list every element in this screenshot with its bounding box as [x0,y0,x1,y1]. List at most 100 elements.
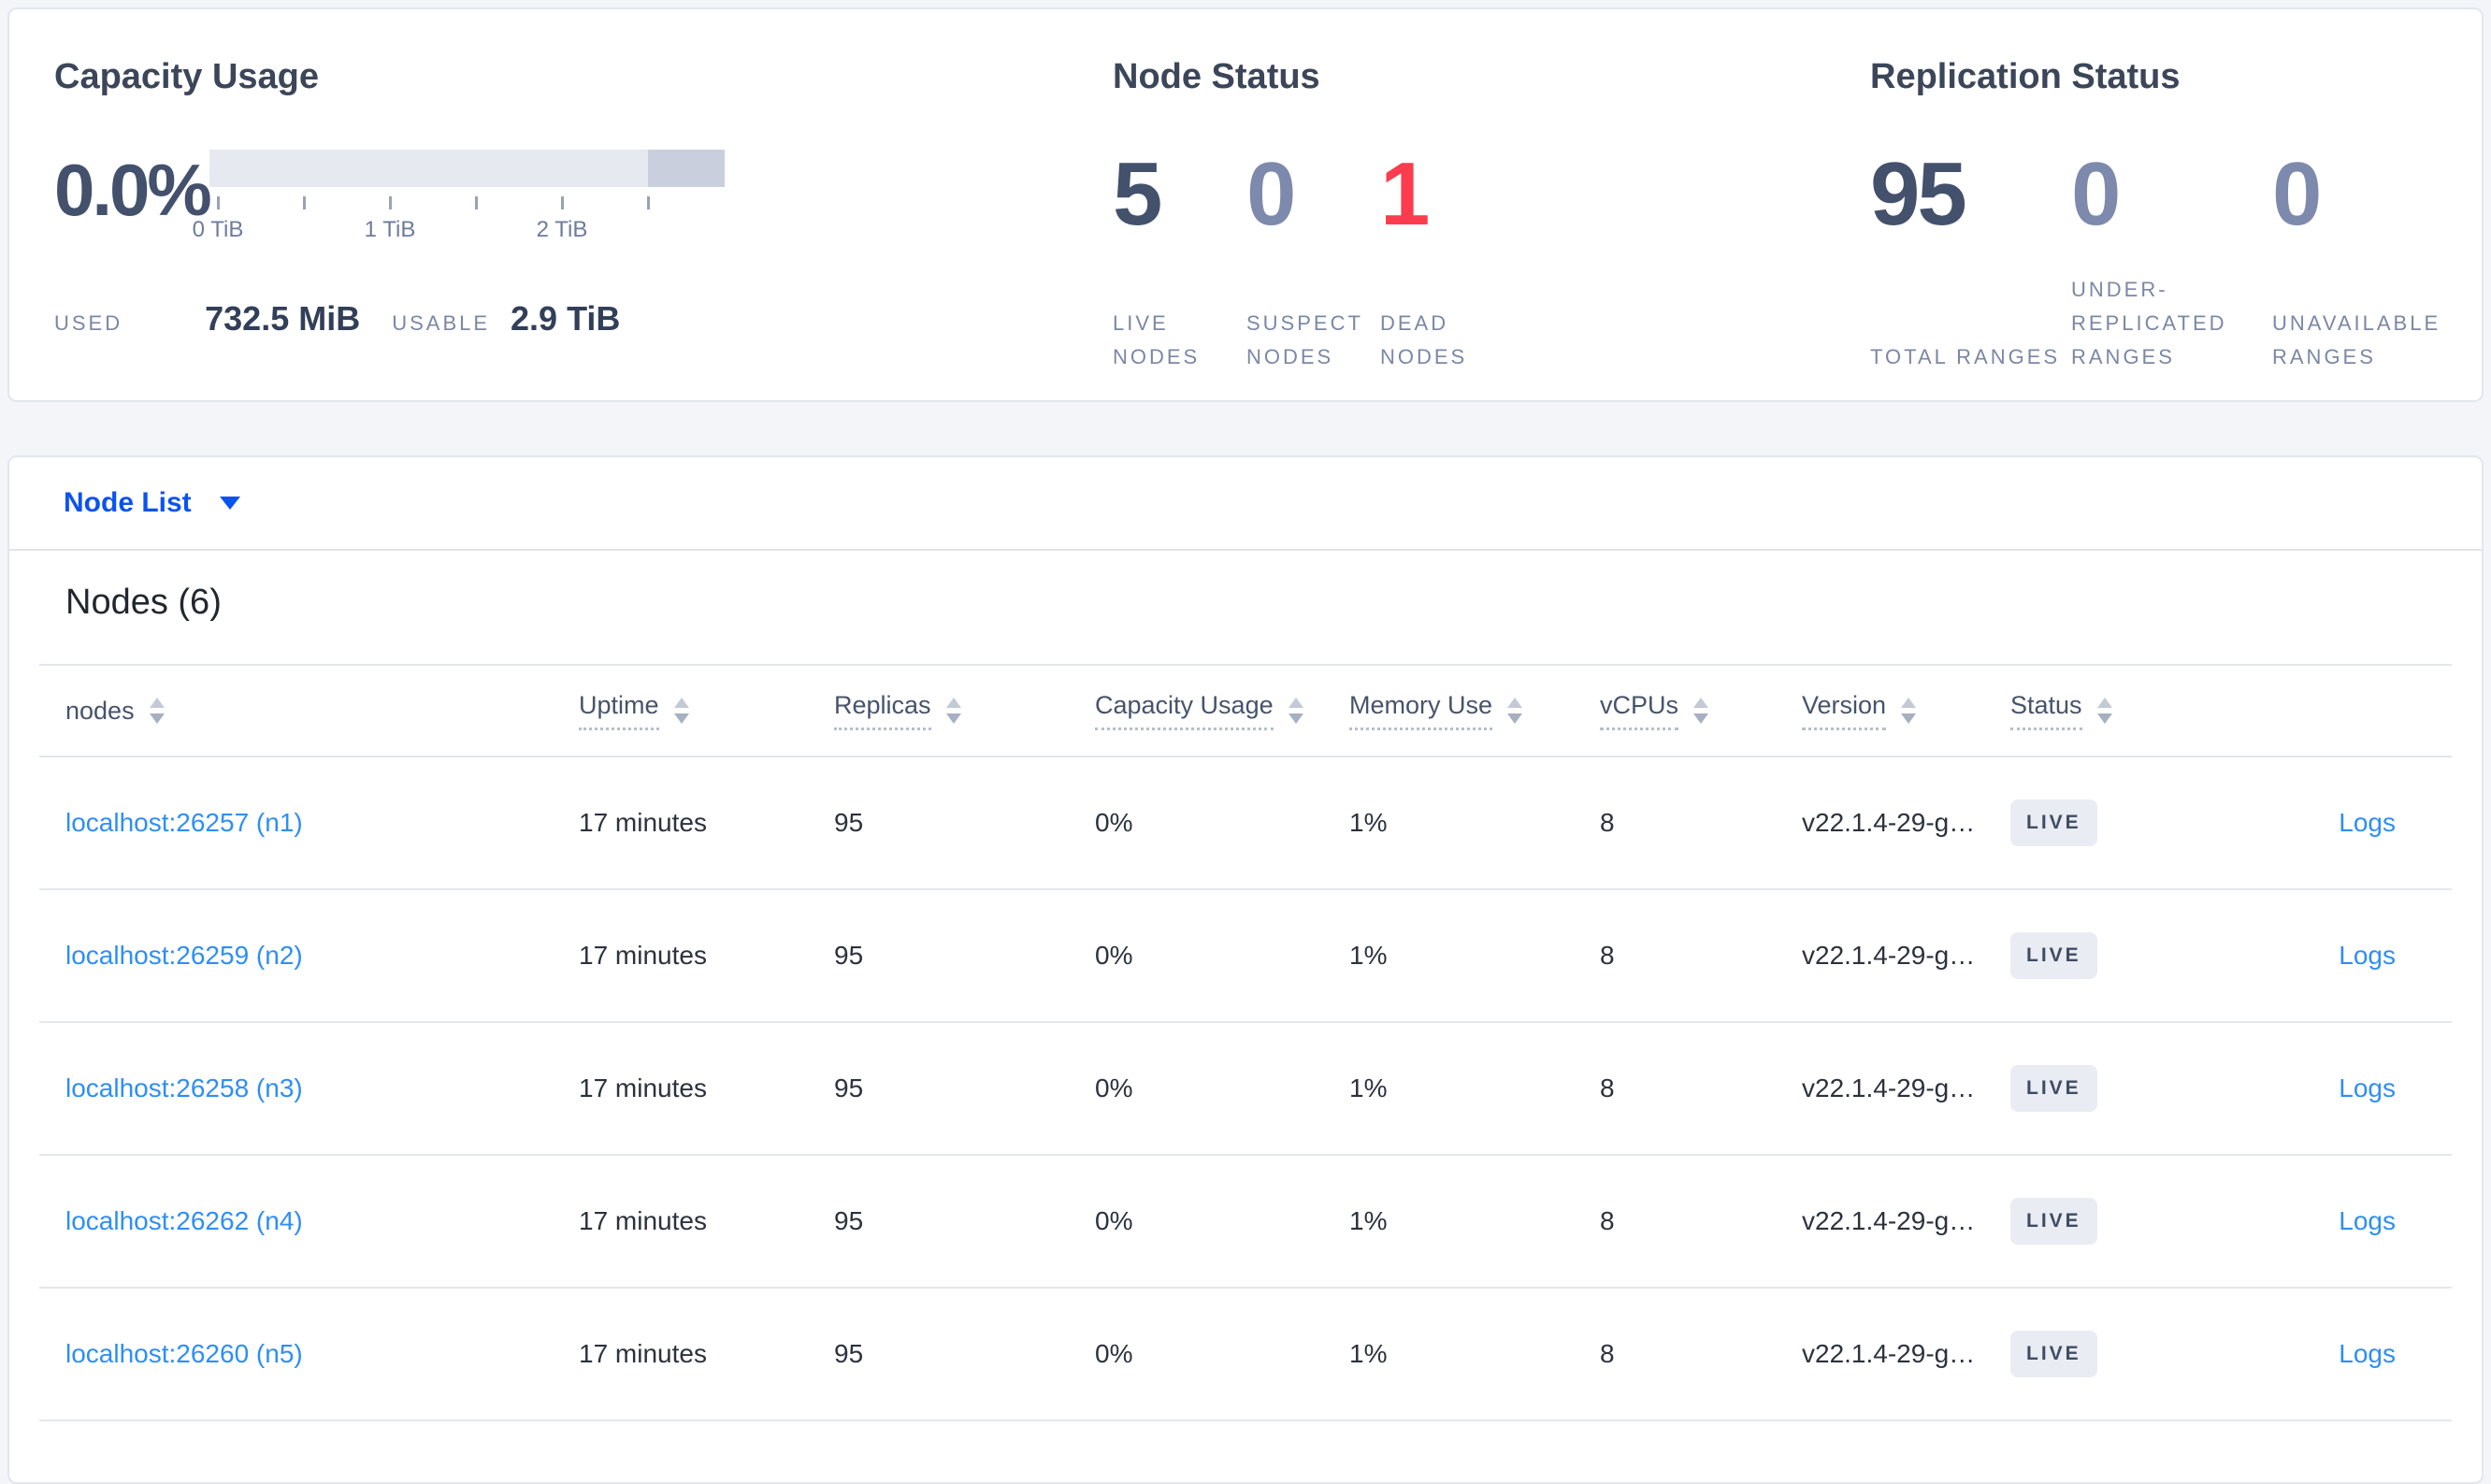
node-link[interactable]: localhost:26258 (n3) [65,1073,303,1102]
capacity-bar-reserved-segment [648,150,725,187]
logs-link[interactable]: Logs [2339,1073,2396,1102]
capacity-usage-cell: 0% [1095,1206,1133,1235]
replication-label: TOTAL RANGES [1870,345,2061,368]
sort-icon [1507,698,1523,724]
replication-value: 0 [2272,144,2322,244]
node-link[interactable]: localhost:26262 (n4) [65,1206,303,1235]
logs-link[interactable]: Logs [2339,808,2396,837]
uptime-cell: 17 minutes [579,941,707,970]
status-badge: LIVE [2010,1331,2097,1377]
vcpus-cell: 8 [1600,1339,1615,1368]
replication-stat: 0 UNDER-REPLICATED RANGES [2071,150,2265,374]
column-header-label: vCPUs [1600,691,1679,730]
vcpus-cell: 8 [1600,1073,1615,1102]
sort-icon [1288,698,1303,724]
axis-tick-label: 2 TiB [536,217,588,242]
column-header-label: Version [1802,691,1887,730]
nodes-table-header: nodes Uptime Replicas Capacity Usage Memory … [39,666,2452,757]
column-header-nodes[interactable]: nodes [39,697,579,726]
sort-icon [1693,698,1709,724]
replication-stat: 0 UNAVAILABLE RANGES [2272,150,2466,374]
node-status-stat: 5 LIVE NODES [1113,150,1246,374]
version-cell: v22.1.4-29-g… [1802,941,1976,970]
node-link[interactable]: localhost:26257 (n1) [65,808,303,837]
replicas-cell: 95 [834,941,864,970]
capacity-usage-cell: 0% [1095,1073,1133,1102]
node-link[interactable]: localhost:26259 (n2) [65,941,303,970]
capacity-usage-chart: 0.0% 0 TiB 1 TiB 2 TiB [54,150,1113,245]
node-status-value: 0 [1246,144,1296,244]
version-cell: v22.1.4-29-g… [1802,1206,1976,1235]
capacity-axis-ticks [209,196,725,209]
logs-link[interactable]: Logs [2339,1206,2396,1235]
node-status-stats: 5 LIVE NODES 0 SUSPECT NODES 1 DEAD NODES [1113,150,1870,374]
capacity-stats: USED 732.5 MiB USABLE 2.9 TiB [54,299,1113,339]
logs-link[interactable]: Logs [2339,941,2396,970]
table-row: localhost:26258 (n3) 17 minutes 95 0% 1% 8 v22… [39,1023,2452,1156]
node-link[interactable]: localhost:26260 (n5) [65,1339,303,1368]
node-status-title: Node Status [1113,57,1320,96]
node-cell: localhost:26262 (n4) [39,1206,579,1236]
column-header-uptime[interactable]: Uptime [579,691,834,730]
sort-icon [1901,698,1917,724]
status-badge: LIVE [2010,1065,2097,1112]
sort-icon [2096,698,2112,724]
capacity-bar-chart: 0 TiB 1 TiB 2 TiB [193,150,725,245]
node-status-label: LIVE NODES [1113,311,1201,368]
capacity-usage-cell: 0% [1095,941,1133,970]
column-header-label: Memory Use [1349,691,1493,730]
node-cell: localhost:26260 (n5) [39,1339,579,1369]
logs-cell: Logs [2246,1339,2452,1369]
node-status-label: SUSPECT NODES [1246,311,1363,368]
node-status-stat: 1 DEAD NODES [1380,150,1514,374]
axis-tick [647,196,650,209]
column-header-version[interactable]: Version [1802,691,2010,730]
status-cell: LIVE [2010,1065,2246,1112]
axis-tick [217,196,220,209]
replication-value: 0 [2071,144,2121,244]
column-header-memory-use[interactable]: Memory Use [1349,691,1600,730]
logs-cell: Logs [2246,808,2452,838]
nodes-section: Nodes (6) nodes Uptime Replicas Capacity Us… [9,583,2482,1421]
node-cell: localhost:26258 (n3) [39,1073,579,1103]
logs-cell: Logs [2246,1206,2452,1236]
used-value: 732.5 MiB [205,299,361,338]
node-status-value: 1 [1380,144,1430,244]
usable-value: 2.9 TiB [511,299,621,338]
column-header-label: Status [2010,691,2082,730]
capacity-used-percent: 0.0% [54,149,212,231]
capacity-usage-cell: 0% [1095,1339,1133,1368]
memory-use-cell: 1% [1349,808,1388,837]
sort-icon [673,698,689,724]
axis-tick [475,196,478,209]
column-header-replicas[interactable]: Replicas [834,691,1095,730]
axis-tick-label: 0 TiB [192,217,244,242]
node-cell: localhost:26257 (n1) [39,808,579,838]
nodes-section-title: Nodes (6) [65,583,222,622]
cluster-summary-card: Capacity Usage 0.0% 0 TiB 1 TiB 2 TiB USED… [7,7,2484,402]
sort-icon [149,698,165,724]
logs-link[interactable]: Logs [2339,1339,2396,1368]
replication-value: 95 [1870,144,1967,244]
status-badge: LIVE [2010,932,2097,979]
version-cell: v22.1.4-29-g… [1802,1339,1976,1368]
replication-status-panel: Replication Status 95 TOTAL RANGES 0 UNDER-… [1870,56,2473,400]
sort-icon [945,698,961,724]
replicas-cell: 95 [834,1339,864,1368]
column-header-capacity-usage[interactable]: Capacity Usage [1095,691,1349,730]
replication-label: UNDER-REPLICATED RANGES [2071,278,2227,368]
status-cell: LIVE [2010,1331,2246,1377]
column-header-status[interactable]: Status [2010,691,2246,730]
memory-use-cell: 1% [1349,1339,1388,1368]
vcpus-cell: 8 [1600,808,1615,837]
overview-page: Capacity Usage 0.0% 0 TiB 1 TiB 2 TiB USED… [0,7,2491,1484]
view-selector-dropdown[interactable]: Node List [9,457,2482,551]
memory-use-cell: 1% [1349,1206,1388,1235]
memory-use-cell: 1% [1349,1073,1388,1102]
nodes-table-body: localhost:26257 (n1) 17 minutes 95 0% 1% 8 v22… [39,757,2452,1421]
table-row: localhost:26262 (n4) 17 minutes 95 0% 1% 8 v22… [39,1156,2452,1289]
replicas-cell: 95 [834,808,864,837]
usable-label: USABLE [392,311,491,335]
logs-cell: Logs [2246,941,2452,971]
column-header-vcpus[interactable]: vCPUs [1600,691,1802,730]
